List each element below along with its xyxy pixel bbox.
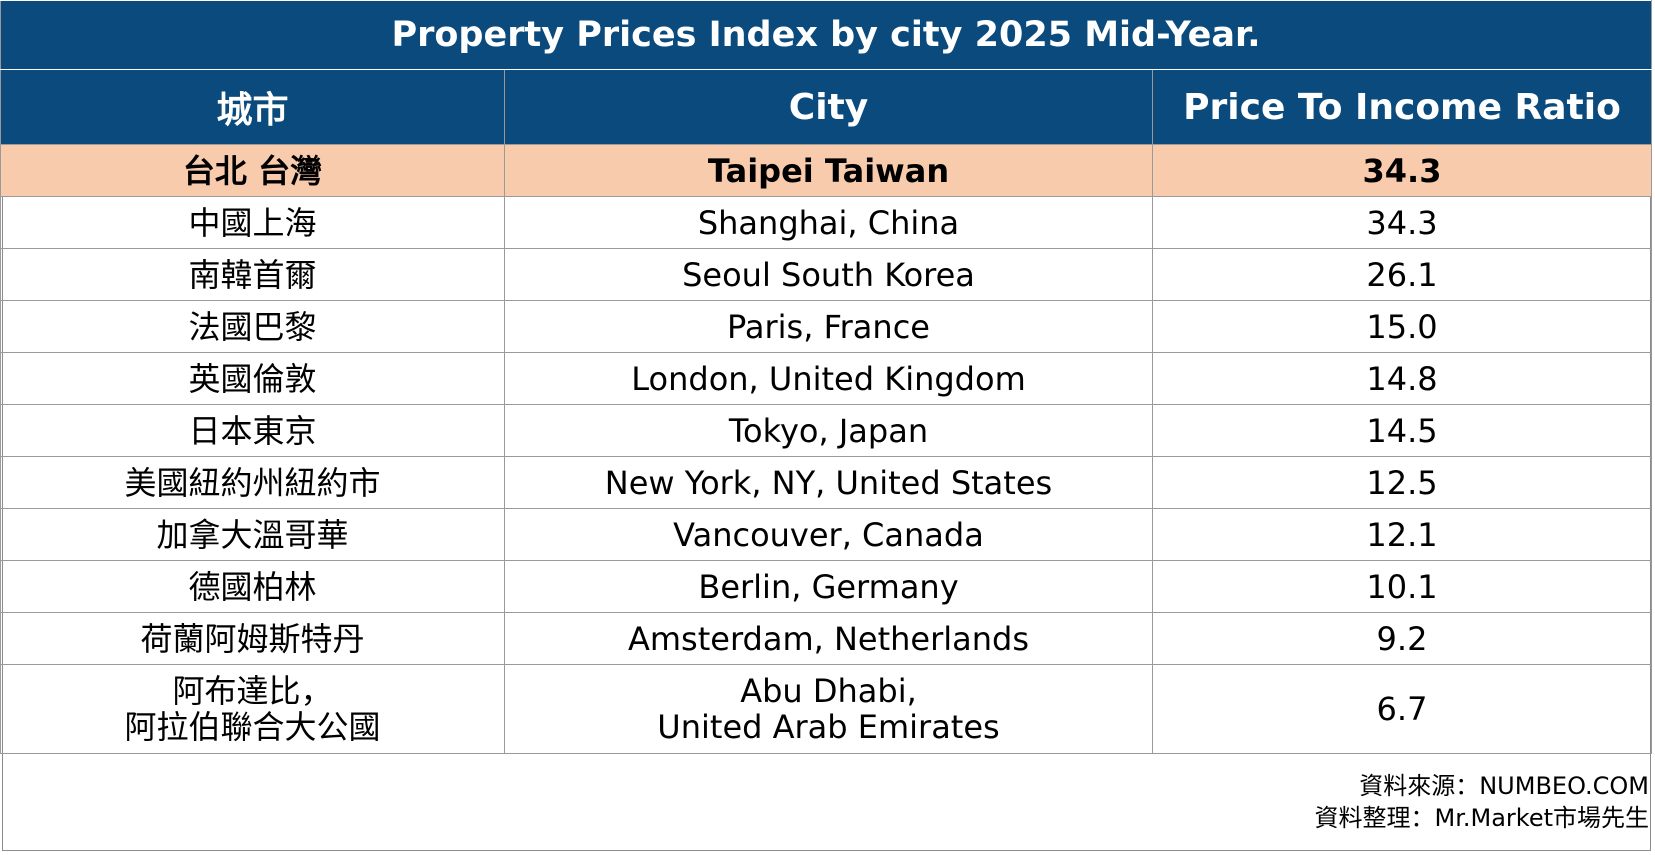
cell-city: Berlin, Germany xyxy=(504,560,1153,613)
source-line: 資料來源：NUMBEO.COM xyxy=(1359,772,1649,800)
cell-city: Shanghai, China xyxy=(504,196,1153,249)
cell-city: Abu Dhabi, United Arab Emirates xyxy=(504,664,1153,754)
cell-zh: 中國上海 xyxy=(0,196,505,249)
cell-city: Taipei Taiwan xyxy=(504,144,1153,197)
table-row: 南韓首爾 Seoul South Korea 26.1 xyxy=(0,248,1652,301)
cell-city: Tokyo, Japan xyxy=(504,404,1153,457)
cell-city: Vancouver, Canada xyxy=(504,508,1153,561)
cell-city: Amsterdam, Netherlands xyxy=(504,612,1153,665)
table-row: 英國倫敦 London, United Kingdom 14.8 xyxy=(0,352,1652,405)
table-row: 中國上海 Shanghai, China 34.3 xyxy=(0,196,1652,249)
cell-zh: 南韓首爾 xyxy=(0,248,505,301)
table-row: 法國巴黎 Paris, France 15.0 xyxy=(0,300,1652,353)
cell-city-line2: United Arab Emirates xyxy=(657,708,1000,746)
cell-ratio: 12.5 xyxy=(1152,456,1652,509)
cell-zh: 台北 台灣 xyxy=(0,144,505,197)
cell-ratio: 14.5 xyxy=(1152,404,1652,457)
cell-ratio: 6.7 xyxy=(1152,664,1652,754)
cell-zh: 法國巴黎 xyxy=(0,300,505,353)
table-row: 日本東京 Tokyo, Japan 14.5 xyxy=(0,404,1652,457)
column-header-ratio: Price To Income Ratio xyxy=(1152,69,1652,145)
table-title: Property Prices Index by city 2025 Mid-Y… xyxy=(0,0,1652,70)
table-row-highlight: 台北 台灣 Taipei Taiwan 34.3 xyxy=(0,144,1652,197)
compiled-by-line: 資料整理：Mr.Market市場先生 xyxy=(1314,804,1650,832)
title-row: Property Prices Index by city 2025 Mid-Y… xyxy=(0,0,1652,70)
cell-zh: 日本東京 xyxy=(0,404,505,457)
cell-zh: 美國紐約州紐約市 xyxy=(0,456,505,509)
cell-ratio: 34.3 xyxy=(1152,144,1652,197)
cell-zh-line1: 阿布達比， xyxy=(172,672,333,710)
cell-ratio: 15.0 xyxy=(1152,300,1652,353)
cell-city: New York, NY, United States xyxy=(504,456,1153,509)
cell-city: Seoul South Korea xyxy=(504,248,1153,301)
table-row: 荷蘭阿姆斯特丹 Amsterdam, Netherlands 9.2 xyxy=(0,612,1652,665)
cell-zh-line2: 阿拉伯聯合大公國 xyxy=(124,708,381,746)
table-row: 美國紐約州紐約市 New York, NY, United States 12.… xyxy=(0,456,1652,509)
cell-zh: 荷蘭阿姆斯特丹 xyxy=(0,612,505,665)
cell-ratio: 10.1 xyxy=(1152,560,1652,613)
cell-zh: 阿布達比， 阿拉伯聯合大公國 xyxy=(0,664,505,754)
cell-ratio: 9.2 xyxy=(1152,612,1652,665)
cell-city: Paris, France xyxy=(504,300,1153,353)
cell-ratio: 12.1 xyxy=(1152,508,1652,561)
column-header-city: City xyxy=(504,69,1153,145)
cell-ratio: 26.1 xyxy=(1152,248,1652,301)
cell-ratio: 14.8 xyxy=(1152,352,1652,405)
property-prices-table: Property Prices Index by city 2025 Mid-Y… xyxy=(0,0,1652,754)
cell-city-line1: Abu Dhabi, xyxy=(740,672,917,710)
source-note: 資料來源：NUMBEO.COM 資料整理：Mr.Market市場先生 xyxy=(1315,770,1650,834)
cell-ratio: 34.3 xyxy=(1152,196,1652,249)
header-row: 城市 City Price To Income Ratio xyxy=(0,69,1652,145)
table-row: 加拿大溫哥華 Vancouver, Canada 12.1 xyxy=(0,508,1652,561)
cell-city: London, United Kingdom xyxy=(504,352,1153,405)
table-row: 阿布達比， 阿拉伯聯合大公國 Abu Dhabi, United Arab Em… xyxy=(0,664,1652,754)
cell-zh: 德國柏林 xyxy=(0,560,505,613)
column-header-zh: 城市 xyxy=(0,69,505,145)
table-row: 德國柏林 Berlin, Germany 10.1 xyxy=(0,560,1652,613)
cell-zh: 英國倫敦 xyxy=(0,352,505,405)
cell-zh: 加拿大溫哥華 xyxy=(0,508,505,561)
